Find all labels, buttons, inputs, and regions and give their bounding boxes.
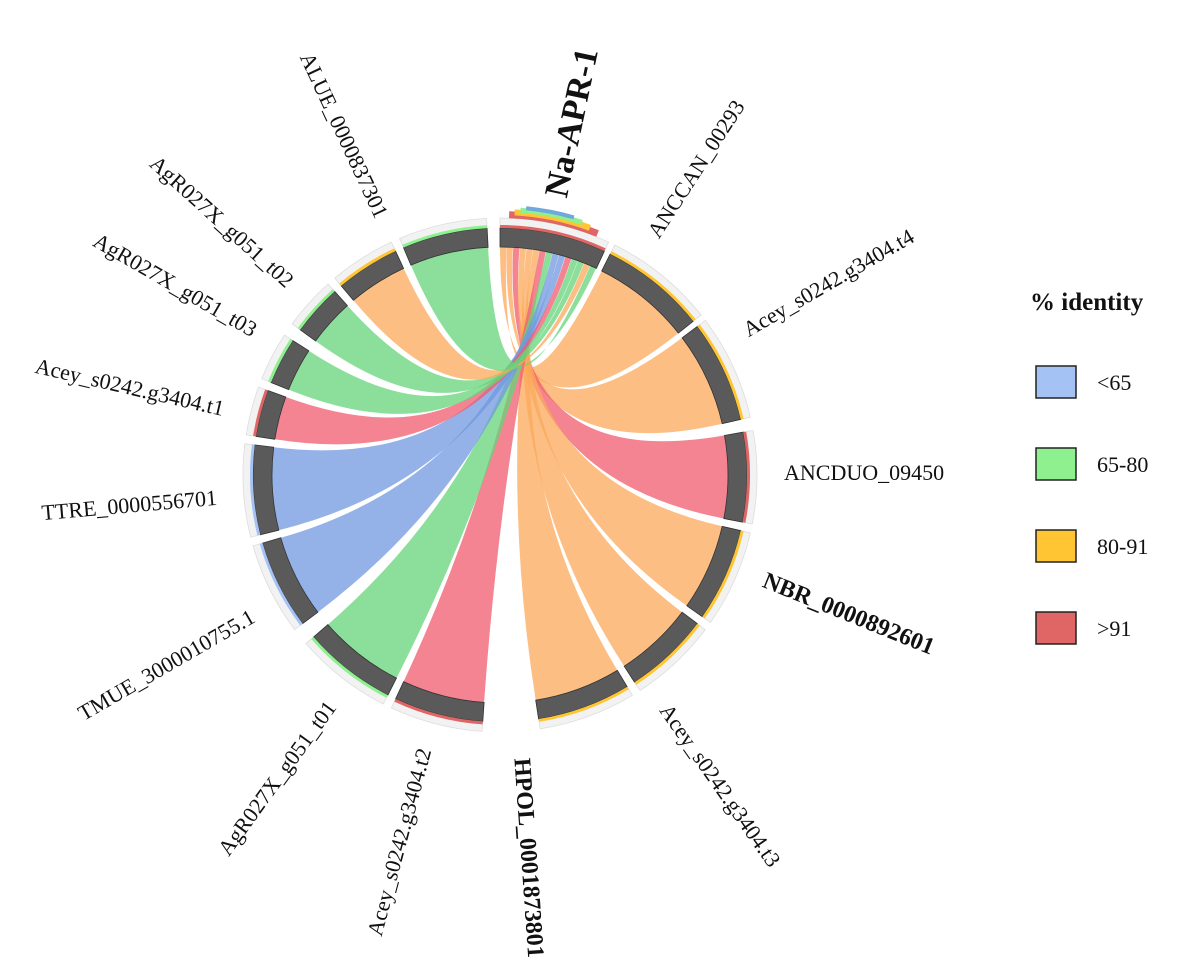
segment-arc-agr027x-g051-t03 [270, 339, 310, 391]
segment-arc-agr027x-g051-t02 [299, 290, 348, 342]
segment-identity-edge [610, 251, 696, 322]
segment-label-ancduo-09450: ANCDUO_09450 [784, 460, 944, 485]
segment-arc-alue-0000837301 [340, 250, 405, 301]
ribbon-acey-s0242-g3404-t4 [506, 247, 723, 434]
legend-swatch-lt65 [1035, 365, 1077, 399]
segment-identity-edge [339, 248, 396, 286]
ribbon-agr027x-g051-t01 [327, 251, 553, 679]
segment-arc-na-apr-1 [499, 227, 605, 269]
hub-histogram-band [509, 211, 599, 237]
segment-identity-edge [538, 686, 629, 722]
segment-identity-edge [253, 389, 268, 437]
ribbon-ttre-0000556701 [272, 254, 566, 531]
segment-arc-ancduo-09450 [723, 431, 748, 523]
ribbon-agr027x-g051-t02 [315, 260, 584, 393]
segment-label-acey-s0242-g3404-t1: Acey_s0242.g3404.t1 [33, 353, 227, 421]
segment-identity-edge [702, 530, 744, 619]
segment-arc-ttre-0000556701 [252, 444, 280, 536]
legend-swatch-gt91 [1035, 611, 1077, 645]
legend-swatch-80-91 [1035, 529, 1077, 563]
ribbon-acey-s0242-g3404-t2 [403, 250, 546, 703]
ribbon-agr027x-g051-t03 [288, 258, 578, 414]
legend-swatch-65-80 [1035, 447, 1077, 481]
chord-ribbons [272, 247, 728, 703]
segment-label-acey-s0242-g3404-t3: Acey_s0242.g3404.t3 [655, 699, 786, 872]
legend-label-gt91: >91 [1097, 616, 1131, 641]
segment-label-na-apr-1: Na-APR-1 [538, 45, 606, 200]
segment-identity-edge [394, 698, 483, 725]
segment-arc-acey-s0242-g3404-t4 [681, 325, 742, 425]
ribbon-tmue-3000010755-1 [280, 253, 559, 613]
segment-arc-tmue-3000010755-1 [262, 537, 319, 625]
segment-label-alue-0000837301: ALUE_0000837301 [295, 48, 394, 221]
segment-arc-hpol-0001873801 [535, 669, 628, 720]
segment-arc-nbr-0000892601 [686, 525, 742, 618]
segment-arc-unnamed [402, 227, 489, 266]
segment-arc-acey-s0242-g3404-t3 [623, 611, 698, 683]
segment-identity-edge [500, 224, 606, 252]
segment-label-anccan-00293: ANCCAN_00293 [642, 95, 750, 242]
segment-identity-edge [311, 637, 388, 698]
ribbon-nbr-0000892601 [517, 247, 723, 606]
chord-segment-arcs [242, 206, 758, 732]
ribbon-alue-0000837301 [353, 263, 590, 380]
segment-arc-anccan-00293 [601, 253, 694, 334]
hub-histogram-band [526, 206, 575, 220]
hub-histogram-band [520, 207, 583, 225]
segment-identity-edge [297, 289, 335, 330]
segment-identity-edge [742, 431, 750, 523]
segment-arc-acey-s0242-g3404-t2 [395, 681, 485, 722]
legend-label-lt65: <65 [1097, 370, 1131, 395]
legend-title: % identity [1030, 289, 1144, 316]
ribbon-ancduo-09450 [512, 247, 728, 519]
segment-identity-edge [250, 444, 261, 536]
segment-identity-edge [268, 338, 293, 383]
ribbon-acey-s0242-g3404-t3 [521, 248, 683, 667]
ribbon-hpol-0001873801 [517, 249, 618, 701]
ribbon-unnamed [410, 247, 597, 371]
segment-label-agr027x-g051-t01: AgR027X_g051_t01 [213, 696, 342, 860]
segment-arc-acey-s0242-g3404-t1 [255, 389, 287, 440]
segment-identity-edge [259, 543, 303, 626]
segment-label-nbr-0000892601: NBR_0000892601 [759, 568, 938, 661]
hub-histogram-band [514, 209, 591, 231]
legend-label-65-80: 65-80 [1097, 452, 1148, 477]
segment-label-hpol-0001873801: HPOL_0001873801 [508, 757, 548, 958]
segment-label-acey-s0242-g3404-t2: Acey_s0242.g3404.t2 [362, 745, 436, 938]
legend: % identity <65 65-80 80-91 >91 [1030, 289, 1148, 645]
legend-label-80-91: 80-91 [1097, 534, 1148, 559]
ribbon-anccan-00293 [500, 247, 679, 388]
segment-identity-edge [402, 225, 488, 248]
segment-label-ttre-0000556701: TTRE_0000556701 [40, 485, 218, 525]
segment-label-tmue-3000010755-1: TMUE_3000010755.1 [73, 604, 259, 726]
segment-label-acey-s0242-g3404-t4: Acey_s0242.g3404.t4 [739, 224, 919, 342]
segment-identity-edge [697, 324, 744, 420]
ribbon-acey-s0242-g3404-t1 [274, 256, 572, 445]
segment-arc-agr027x-g051-t01 [313, 624, 398, 696]
segment-identity-edge [634, 623, 700, 685]
